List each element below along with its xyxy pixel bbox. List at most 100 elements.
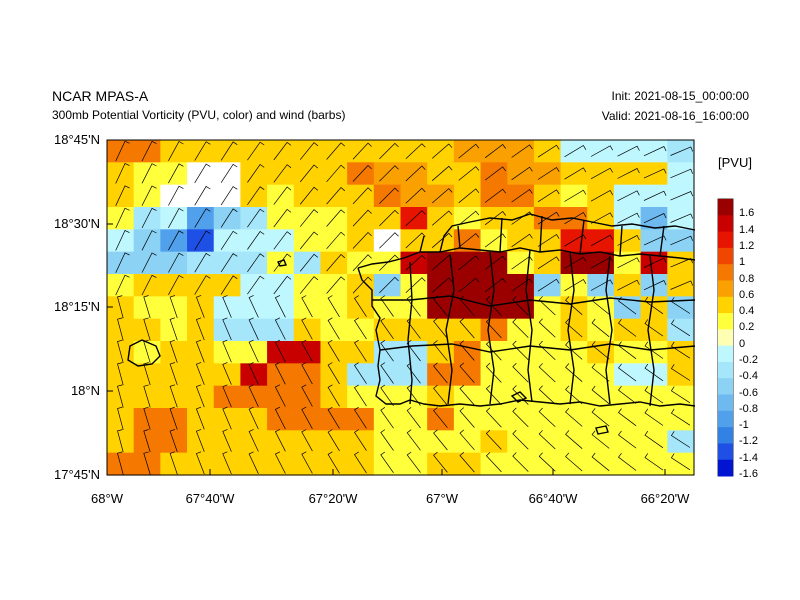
pv-cell [293,140,322,163]
wind-barb [117,384,124,408]
wind-barb [299,164,319,183]
wind-barb [273,231,292,250]
pv-cell [667,207,695,230]
pv-cell [187,162,215,186]
wind-barb [195,451,205,475]
wind-barb [115,207,130,229]
wind-barb [195,317,205,341]
wind-barb [115,230,130,251]
colorbar-swatch [718,280,733,298]
wind-barb [247,231,265,250]
wind-barb [590,167,614,180]
wind-barb [195,362,205,385]
pv-cell [107,274,135,297]
wind-barb [273,208,292,228]
wind-barb [485,385,502,406]
pv-cell [267,207,295,230]
pv-cell [373,229,402,253]
pv-cell [267,229,295,253]
colorbar-swatch [718,427,733,444]
pv-cell [400,207,428,230]
wind-barb [670,168,694,179]
wind-barb [512,362,529,383]
wind-barb [220,253,238,273]
wind-barb [406,429,421,451]
wind-barb [274,429,286,452]
wind-barb [169,295,178,319]
wind-barb [327,317,340,340]
lon-label: 67°40'W [185,491,235,506]
wind-barb [458,210,480,226]
wind-barb [195,406,205,430]
colorbar-label: -0.6 [739,386,758,399]
wind-barb [352,209,372,227]
wind-barb [143,295,151,319]
wind-barb [565,385,583,405]
pv-cell [400,162,428,186]
map-subtitle: 300mb Potential Vorticity (PVU, color) a… [52,108,346,122]
pv-cell [240,274,268,297]
wind-barb [117,339,124,363]
pv-cell [373,162,402,186]
pv-cell [400,229,428,253]
wind-barb [670,341,691,359]
wind-barb [380,384,394,407]
wind-barb [194,230,211,251]
pv-cell [347,184,375,208]
wind-barb [248,429,259,452]
pv-cell [320,251,348,275]
wind-barb [670,431,691,448]
wind-barb [617,145,640,157]
wind-barb [565,318,583,338]
wind-barb [274,406,286,430]
wind-barb [431,188,453,204]
wind-barb [565,452,583,472]
wind-barb [143,429,151,453]
pv-cell [560,184,588,208]
pv-cell [640,140,668,163]
pv-cell [613,184,642,208]
wind-barb [301,406,313,429]
pv-cell [187,140,215,163]
wind-barb [538,430,556,450]
colorbar-swatch [718,378,733,396]
colorbar-label: -1.6 [739,468,758,480]
wind-barb [117,406,124,430]
wind-barb [195,384,205,408]
pv-cell [507,162,535,186]
wind-barb [512,318,529,338]
colorbar-label: 0.8 [739,272,755,285]
pv-cell [667,251,695,275]
wind-barb [670,453,691,471]
wind-barb [591,341,610,360]
wind-barb [248,384,259,407]
pv-cell [187,207,215,230]
pv-cell [293,207,322,230]
wind-barb [141,207,157,229]
wind-barb [273,253,292,272]
wind-barb [405,187,426,204]
pv-cell [507,184,535,208]
wind-barb [194,163,211,184]
wind-barb [511,144,533,158]
pv-cell [613,229,642,253]
wind-barb [326,164,346,183]
pv-cell [453,162,482,186]
wind-barb [459,452,475,473]
pv-cell [213,274,242,297]
wind-barb [169,429,178,453]
wind-barb [117,295,124,319]
wind-barb [459,407,475,428]
wind-barb [352,276,372,294]
pv-cell [667,184,695,208]
colorbar-swatch [718,247,733,265]
pv-cell [320,162,348,186]
wind-barb [433,362,448,384]
pv-cell [507,274,535,297]
wind-barb [194,275,211,295]
wind-barb [168,208,184,228]
wind-barb [220,141,238,161]
pv-cell [507,140,535,163]
pv-cell [560,229,588,253]
pv-cell [533,229,562,253]
